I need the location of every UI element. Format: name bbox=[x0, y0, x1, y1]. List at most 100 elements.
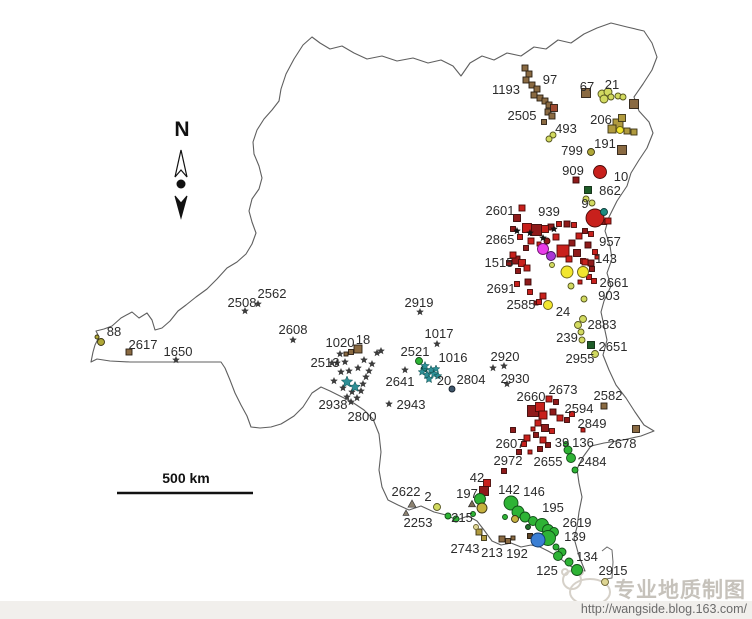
pale-khaki-circle-marker bbox=[601, 578, 609, 586]
green-circle-marker bbox=[503, 495, 519, 511]
dark-red-square-marker bbox=[524, 278, 532, 286]
dark-red-square-marker bbox=[530, 224, 542, 236]
red-square-marker bbox=[577, 279, 583, 285]
gray-star-marker bbox=[345, 367, 353, 375]
dark-red-square-marker bbox=[510, 427, 516, 433]
blue-circle-marker bbox=[530, 532, 546, 548]
red-square-marker bbox=[541, 225, 549, 233]
purple-circle-marker bbox=[546, 251, 556, 261]
green-circle-marker bbox=[502, 514, 508, 520]
point-label: 2930 bbox=[501, 371, 530, 386]
gray-star-marker bbox=[362, 373, 370, 381]
black-star-marker bbox=[513, 227, 521, 235]
dark-red-square-marker bbox=[572, 176, 580, 184]
dark-green-circle-marker bbox=[525, 524, 531, 530]
point-label: 142 bbox=[498, 482, 520, 497]
dark-red-square-marker bbox=[506, 260, 512, 266]
point-label: 2651 bbox=[599, 339, 628, 354]
khaki-square-marker bbox=[475, 528, 483, 536]
brown-square-marker bbox=[521, 64, 529, 72]
red-square-marker bbox=[521, 441, 527, 447]
point-label: 1515 bbox=[485, 255, 514, 270]
point-label: 2660 bbox=[517, 389, 546, 404]
dark-red-square-marker bbox=[564, 417, 570, 423]
brown-square-marker bbox=[581, 88, 591, 98]
brown-square-marker bbox=[533, 85, 541, 93]
gray-star-marker bbox=[254, 300, 262, 308]
green-circle-marker bbox=[415, 357, 423, 365]
gray-star-marker bbox=[343, 393, 351, 401]
point-label: 97 bbox=[543, 72, 557, 87]
khaki-square-marker bbox=[618, 114, 626, 122]
green-circle-marker bbox=[571, 564, 583, 576]
point-label: 146 bbox=[523, 484, 545, 499]
gray-star-marker bbox=[401, 366, 409, 374]
point-label: 2521 bbox=[401, 344, 430, 359]
olive-circle-marker bbox=[97, 338, 105, 346]
khaki-circle-marker bbox=[511, 515, 519, 523]
point-label: 2641 bbox=[386, 374, 415, 389]
point-label: 862 bbox=[599, 183, 621, 198]
red-square-marker bbox=[518, 259, 526, 267]
point-label: 2617 bbox=[129, 337, 158, 352]
gray-star-marker bbox=[500, 362, 508, 370]
yellow-green-circle-marker bbox=[580, 295, 588, 303]
point-label: 39 bbox=[555, 435, 569, 450]
red-square-marker bbox=[569, 411, 575, 417]
point-label: 2865 bbox=[486, 232, 515, 247]
khaki-square-marker bbox=[481, 535, 487, 541]
point-label: 2678 bbox=[608, 436, 637, 451]
khaki-square-marker bbox=[623, 127, 631, 135]
brown-square-marker bbox=[541, 97, 549, 105]
yellow-circle-marker bbox=[543, 300, 553, 310]
red-square-marker bbox=[591, 278, 597, 284]
point-label: 2743 bbox=[451, 541, 480, 556]
red-square-marker bbox=[586, 274, 592, 280]
point-label: 9 bbox=[581, 196, 588, 211]
red-square-marker bbox=[536, 299, 542, 305]
point-label: 2943 bbox=[397, 397, 426, 412]
khaki-circle-marker bbox=[476, 502, 488, 514]
point-label: 2484 bbox=[578, 454, 607, 469]
yellow-green-circle-marker bbox=[582, 195, 590, 203]
red-square-marker bbox=[518, 204, 526, 212]
point-label: 134 bbox=[576, 549, 598, 564]
point-label: 2619 bbox=[563, 515, 592, 530]
gray-star-marker bbox=[336, 350, 344, 358]
point-label: 2594 bbox=[565, 401, 594, 416]
dark-red-square-marker bbox=[523, 245, 529, 251]
brown-square-marker bbox=[530, 91, 538, 99]
dark-triangle-marker bbox=[467, 499, 477, 508]
point-label: 799 bbox=[561, 143, 583, 158]
teal-star-marker bbox=[349, 380, 361, 392]
dark-red-circle-marker bbox=[543, 237, 551, 245]
yellow-green-circle-marker bbox=[549, 262, 555, 268]
yellow-green-circle-marker bbox=[549, 131, 557, 139]
red-square-marker bbox=[514, 281, 520, 287]
green-circle-marker bbox=[571, 466, 579, 474]
point-label: 143 bbox=[595, 251, 617, 266]
point-label: 24 bbox=[556, 304, 570, 319]
point-label: 2915 bbox=[599, 563, 628, 578]
gray-star-marker bbox=[348, 388, 356, 396]
yellow-green-circle-marker bbox=[591, 350, 599, 358]
brown-square-marker bbox=[632, 425, 640, 433]
point-label: 2655 bbox=[534, 454, 563, 469]
green-circle-marker bbox=[563, 445, 573, 455]
red-square-marker bbox=[517, 234, 523, 240]
brown-square-marker bbox=[505, 538, 511, 544]
point-label: 909 bbox=[562, 163, 584, 178]
brown-square-marker bbox=[522, 76, 530, 84]
dark-red-square-marker bbox=[515, 268, 521, 274]
red-square-marker bbox=[509, 251, 517, 259]
gray-star-marker bbox=[333, 359, 341, 367]
red-square-marker bbox=[575, 232, 583, 240]
green-circle-marker bbox=[470, 511, 476, 517]
brown-square-marker bbox=[525, 70, 533, 78]
red-square-marker bbox=[581, 258, 589, 266]
point-label: 2513 bbox=[311, 355, 340, 370]
yellow-green-circle-marker bbox=[619, 93, 627, 101]
gray-star-marker bbox=[353, 394, 361, 402]
point-label: 2582 bbox=[594, 388, 623, 403]
